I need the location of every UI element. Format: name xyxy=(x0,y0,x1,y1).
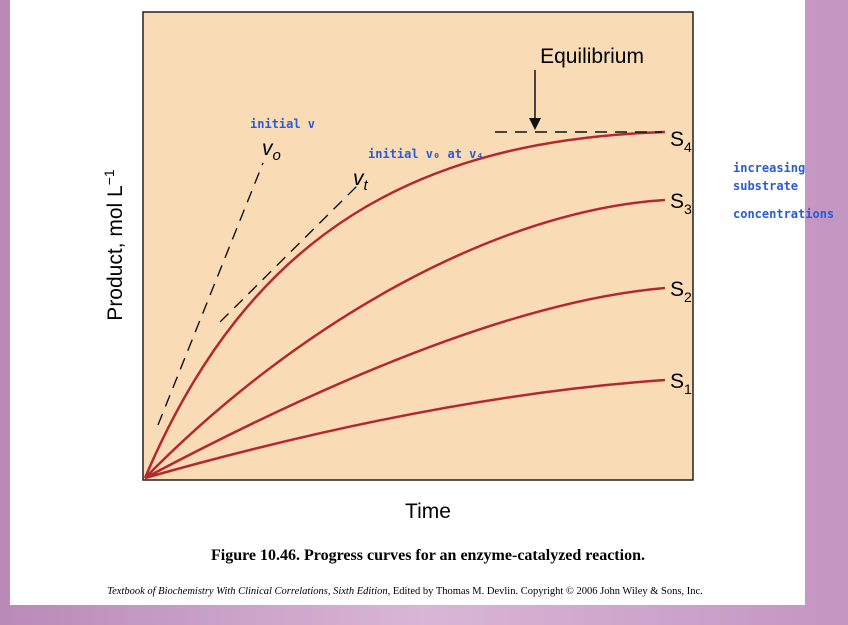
label: Product, mol L xyxy=(104,185,127,320)
x-axis-label: Time xyxy=(405,500,451,523)
sub: o xyxy=(273,147,281,164)
curve xyxy=(144,198,666,479)
label: S xyxy=(670,128,684,151)
dashed-lines xyxy=(157,131,662,426)
label: S xyxy=(670,278,684,301)
curve xyxy=(144,286,666,480)
tangent-vt xyxy=(219,184,359,323)
note: increasing xyxy=(733,161,805,175)
curve-label: S1 xyxy=(670,370,692,397)
sub: 3 xyxy=(684,201,692,217)
note: initial v₀ at v₄ xyxy=(368,147,484,161)
curve xyxy=(144,378,666,480)
curve-label: S2 xyxy=(670,278,692,305)
equilibrium-label: Equilibrium xyxy=(540,45,644,68)
caption: Figure 10.46. Progress curves for an enz… xyxy=(211,547,645,564)
curves xyxy=(143,130,666,480)
plot-area xyxy=(142,11,694,481)
sub: 4 xyxy=(684,139,692,155)
book: Textbook of Biochemistry With Clinical C… xyxy=(107,586,387,597)
curve-label: S3 xyxy=(670,190,692,217)
rest: , Edited by Thomas M. Devlin. Copyright … xyxy=(388,586,703,597)
label: v xyxy=(262,137,274,160)
curve xyxy=(143,130,666,479)
label: v xyxy=(353,167,365,190)
v0-label: vo xyxy=(262,137,281,164)
sub: 2 xyxy=(684,289,692,305)
label: S xyxy=(670,190,684,213)
vt-label: vt xyxy=(353,167,369,194)
y-axis-label: Product, mol L−1 xyxy=(101,169,127,321)
tangent-v0 xyxy=(157,162,264,426)
curve-label: S4 xyxy=(670,128,692,155)
sub: 1 xyxy=(684,381,692,397)
arrow-head xyxy=(529,118,541,130)
source: Textbook of Biochemistry With Clinical C… xyxy=(107,586,703,597)
curve-labels: S4 S3 S2 S1 xyxy=(670,128,692,397)
note: substrate xyxy=(733,179,798,193)
sup: −1 xyxy=(101,169,117,185)
sub: t xyxy=(364,177,369,194)
label: S xyxy=(670,370,684,393)
note: initial v xyxy=(250,117,315,131)
note: concentrations xyxy=(733,207,834,221)
